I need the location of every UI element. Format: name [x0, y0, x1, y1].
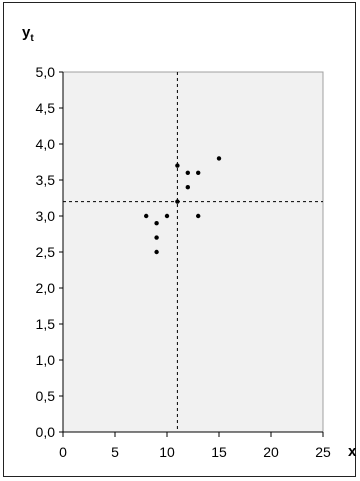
y-tick-label: 3,0: [36, 208, 56, 224]
data-point: [196, 170, 201, 175]
x-tick-label: 5: [111, 444, 119, 460]
data-point: [175, 199, 180, 204]
y-tick-label: 1,5: [36, 316, 56, 332]
plot-area: [62, 71, 324, 433]
y-tick-label: 0,0: [36, 424, 56, 440]
x-axis-ticks: 0 5 10 15 20 25: [59, 431, 331, 460]
data-point: [164, 213, 170, 219]
y-tick-label: 2,5: [36, 244, 56, 260]
data-point: [144, 213, 149, 219]
data-points: [144, 156, 222, 255]
y-tick-label: 1,0: [36, 352, 56, 368]
y-axis-ticks: 0,0 0,5 1,0 1,5 2,0 2,5 3,0 3,5 4,0 4,5 5,0: [36, 64, 64, 440]
y-tick-label: 5,0: [36, 64, 56, 80]
x-tick-label: 10: [159, 444, 175, 460]
data-point: [216, 156, 222, 161]
x-tick-label: 25: [315, 444, 331, 460]
y-axis-label: yt: [22, 24, 34, 44]
x-tick-label: 20: [263, 444, 279, 460]
data-point: [175, 163, 180, 168]
y-tick-label: 3,5: [36, 172, 56, 188]
y-tick-label: 4,5: [36, 100, 56, 116]
x-tick-label: 0: [59, 444, 67, 460]
data-point: [154, 221, 159, 226]
data-point: [196, 213, 201, 219]
data-point: [154, 249, 159, 255]
data-point: [185, 185, 190, 190]
x-tick-label: 15: [211, 444, 227, 460]
data-point: [154, 235, 159, 240]
y-tick-label: 4,0: [36, 136, 56, 152]
y-tick-label: 2,0: [36, 280, 56, 296]
x-axis-label: x: [348, 443, 357, 460]
y-axis-label-main: y: [22, 24, 31, 41]
y-tick-label: 0,5: [36, 388, 56, 404]
data-point: [185, 170, 190, 175]
y-axis-label-subscript: t: [30, 33, 34, 44]
